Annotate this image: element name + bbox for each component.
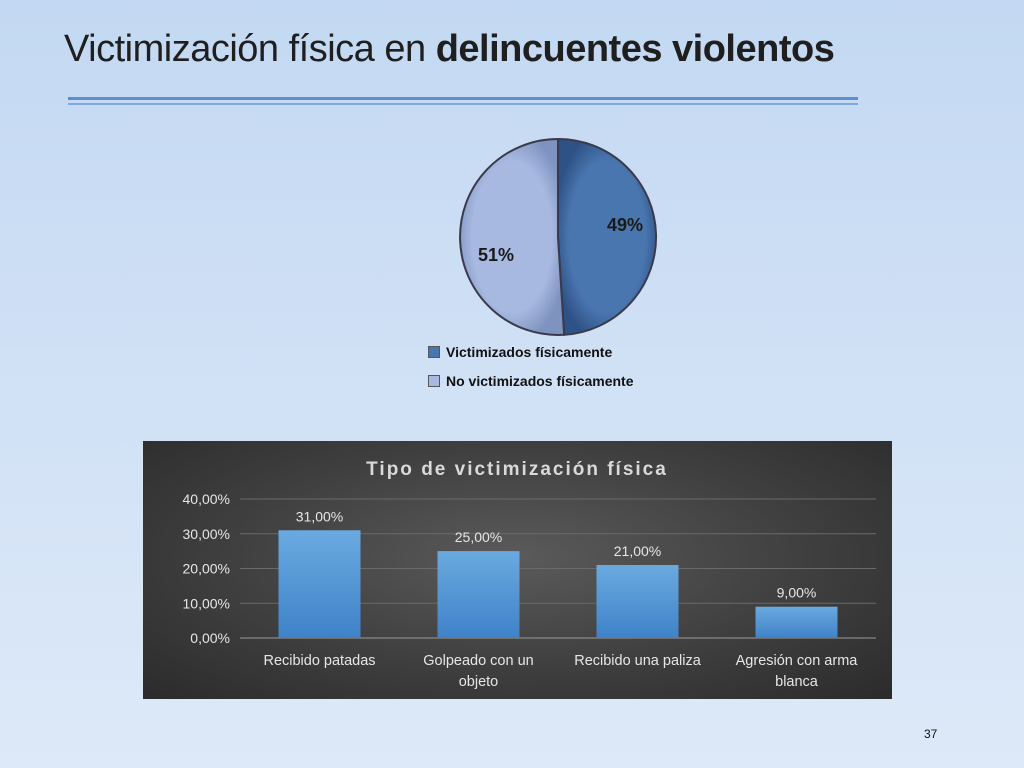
x-category-label: objeto xyxy=(459,674,499,690)
bar xyxy=(596,565,679,638)
y-tick-label: 10,00% xyxy=(183,595,230,611)
y-tick-label: 20,00% xyxy=(183,561,230,577)
bar-value-label: 21,00% xyxy=(614,543,661,559)
legend-swatch-victimized xyxy=(428,345,440,358)
x-category-label: Recibido una paliza xyxy=(574,653,701,669)
pie-label-not-victimized: 51% xyxy=(478,245,514,265)
page-number: 37 xyxy=(924,727,938,741)
x-category-label: Recibido patadas xyxy=(263,653,375,669)
pie-chart: 49% 51% xyxy=(459,137,658,336)
title-prefix: Victimización física en xyxy=(64,28,436,70)
bar-chart-panel: Tipo de victimización física 0,00% 10,00% 2… xyxy=(143,441,892,699)
pie-slice-not-victimized xyxy=(459,137,566,336)
pie-slice-victimized xyxy=(557,137,658,336)
legend-item-victimized: Victimizados físicamente xyxy=(428,337,634,366)
bar xyxy=(278,530,361,638)
slide-title: Victimización física en delincuentes vio… xyxy=(64,28,835,71)
bar-value-label: 31,00% xyxy=(296,508,343,524)
pie-label-victimized: 49% xyxy=(607,215,643,235)
bar-value-label: 25,00% xyxy=(455,529,502,545)
title-underline xyxy=(68,97,858,100)
pie-legend: Victimizados físicamente No victimizados… xyxy=(428,337,634,395)
x-category-label: blanca xyxy=(775,674,819,690)
bar-chart: Tipo de victimización física 0,00% 10,00% 2… xyxy=(183,459,876,690)
title-underline-secondary xyxy=(68,103,858,105)
legend-item-not-victimized: No victimizados físicamente xyxy=(428,366,634,395)
legend-swatch-not-victimized xyxy=(428,374,440,387)
legend-label-not-victimized: No victimizados físicamente xyxy=(446,372,634,389)
bar xyxy=(437,551,520,638)
x-category-label: Golpeado con un xyxy=(423,653,533,669)
bar xyxy=(755,606,838,638)
bar-value-label: 9,00% xyxy=(777,585,817,601)
x-category-label: Agresión con arma xyxy=(736,653,859,669)
y-tick-label: 30,00% xyxy=(183,526,230,542)
y-tick-label: 0,00% xyxy=(190,630,230,646)
y-tick-label: 40,00% xyxy=(183,491,230,507)
title-emphasis: delincuentes violentos xyxy=(435,28,835,70)
legend-label-victimized: Victimizados físicamente xyxy=(446,343,613,360)
bar-chart-title: Tipo de victimización física xyxy=(366,459,668,480)
